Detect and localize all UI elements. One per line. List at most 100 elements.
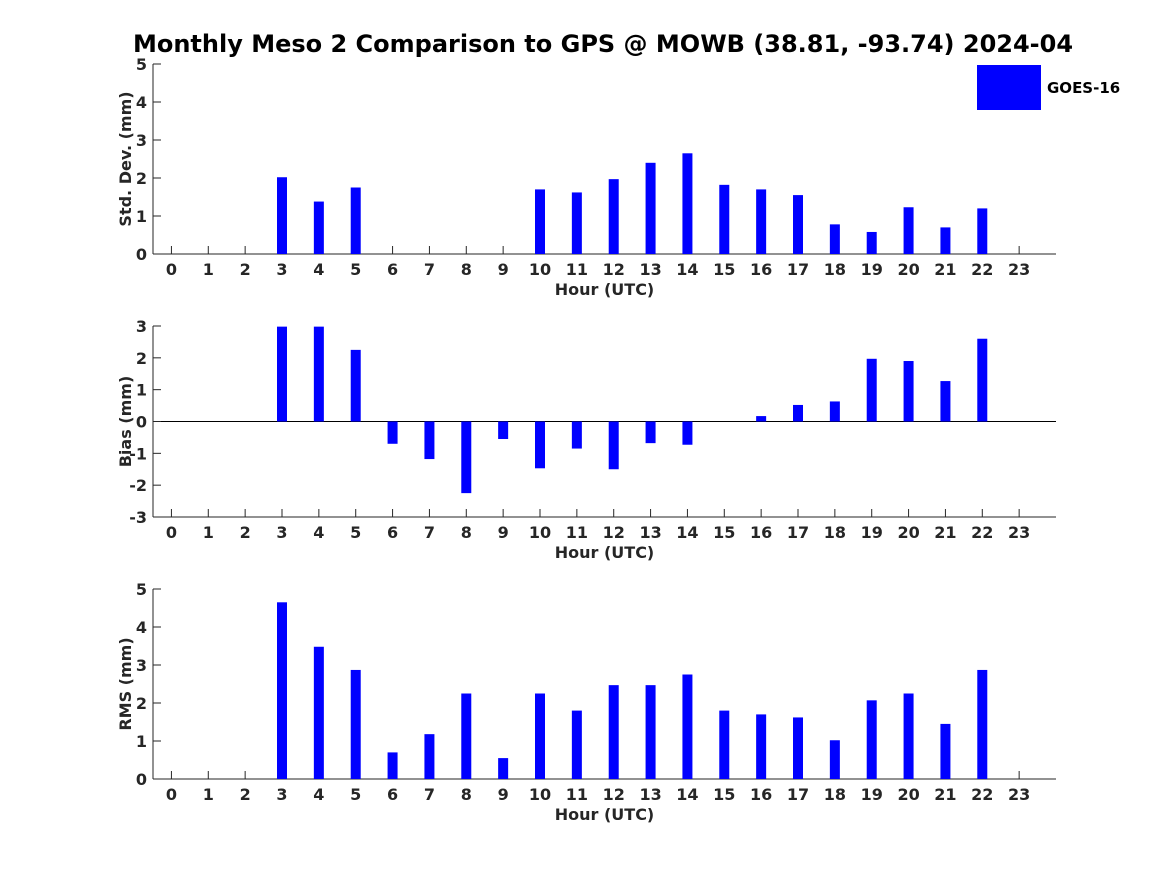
bar-hour-4 bbox=[313, 646, 324, 779]
y-tick-label: 2 bbox=[136, 694, 147, 713]
x-tick-label: 1 bbox=[203, 523, 214, 542]
bar-hour-11 bbox=[571, 192, 582, 254]
x-tick-label: 16 bbox=[750, 785, 772, 804]
x-tick-label: 4 bbox=[313, 785, 324, 804]
bar-hour-14 bbox=[682, 421, 693, 445]
x-tick-label: 2 bbox=[240, 785, 251, 804]
x-tick-label: 10 bbox=[529, 785, 551, 804]
y-tick-label: 1 bbox=[136, 732, 147, 751]
bar-hour-20 bbox=[903, 361, 914, 422]
bar-hour-10 bbox=[535, 693, 545, 779]
legend-swatch bbox=[977, 65, 1041, 110]
x-axis-label: Hour (UTC) bbox=[555, 543, 655, 562]
x-tick-label: 5 bbox=[350, 785, 361, 804]
x-tick-label: 11 bbox=[566, 260, 588, 279]
x-tick-label: 18 bbox=[824, 260, 846, 279]
bar-hour-19 bbox=[866, 358, 877, 422]
legend: GOES-16 bbox=[977, 65, 1120, 110]
x-tick-label: 22 bbox=[971, 785, 993, 804]
y-tick-label: -1 bbox=[129, 444, 147, 463]
bar-hour-13 bbox=[645, 685, 656, 779]
x-tick-label: 21 bbox=[934, 785, 956, 804]
x-tick-label: 8 bbox=[461, 260, 472, 279]
bar-hour-17 bbox=[793, 717, 803, 779]
bar-hour-21 bbox=[940, 723, 951, 779]
y-tick-label: 0 bbox=[136, 413, 147, 432]
x-tick-label: 2 bbox=[240, 260, 251, 279]
y-tick-label: 0 bbox=[136, 770, 147, 789]
bar-hour-15 bbox=[719, 710, 730, 779]
bar-hour-12 bbox=[608, 685, 619, 779]
x-tick-label: 5 bbox=[350, 523, 361, 542]
y-tick-label: 4 bbox=[136, 618, 147, 637]
x-tick-label: 2 bbox=[240, 523, 251, 542]
bar-hour-19 bbox=[866, 700, 877, 779]
y-tick-label: 0 bbox=[136, 245, 147, 264]
bar-hour-4 bbox=[313, 201, 324, 254]
x-tick-label: 9 bbox=[498, 785, 509, 804]
x-tick-label: 9 bbox=[498, 523, 509, 542]
x-tick-label: 14 bbox=[676, 523, 698, 542]
x-tick-label: 16 bbox=[750, 523, 772, 542]
bar-hour-17 bbox=[793, 195, 803, 254]
x-tick-label: 23 bbox=[1008, 523, 1030, 542]
x-tick-label: 21 bbox=[934, 523, 956, 542]
bar-hour-16 bbox=[756, 189, 767, 254]
x-tick-label: 14 bbox=[676, 260, 698, 279]
x-tick-label: 6 bbox=[387, 260, 398, 279]
x-tick-label: 22 bbox=[971, 260, 993, 279]
bar-hour-18 bbox=[829, 401, 840, 422]
bar-hour-18 bbox=[829, 740, 840, 779]
x-tick-label: 8 bbox=[461, 785, 472, 804]
x-tick-label: 17 bbox=[787, 523, 809, 542]
x-tick-label: 3 bbox=[276, 260, 287, 279]
bar-hour-11 bbox=[571, 421, 582, 449]
y-tick-label: 3 bbox=[136, 317, 147, 336]
x-tick-label: 7 bbox=[424, 260, 435, 279]
bar-hour-12 bbox=[608, 421, 619, 470]
x-tick-label: 13 bbox=[639, 523, 661, 542]
bar-hour-14 bbox=[682, 153, 693, 254]
x-axis-label: Hour (UTC) bbox=[555, 280, 655, 299]
x-tick-label: 0 bbox=[166, 523, 177, 542]
x-tick-label: 15 bbox=[713, 523, 735, 542]
y-tick-label: -3 bbox=[129, 508, 147, 527]
y-tick-label: 3 bbox=[136, 656, 147, 675]
bar-hour-4 bbox=[313, 326, 324, 422]
x-tick-label: 20 bbox=[897, 523, 919, 542]
x-tick-label: 11 bbox=[566, 785, 588, 804]
x-tick-label: 3 bbox=[276, 523, 287, 542]
x-tick-label: 19 bbox=[861, 523, 883, 542]
y-tick-label: 5 bbox=[136, 55, 147, 74]
bar-hour-17 bbox=[793, 404, 803, 422]
x-tick-label: 4 bbox=[313, 260, 324, 279]
x-tick-label: 22 bbox=[971, 523, 993, 542]
x-tick-label: 3 bbox=[276, 785, 287, 804]
bar-hour-8 bbox=[461, 693, 472, 779]
x-tick-label: 9 bbox=[498, 260, 509, 279]
bar-hour-3 bbox=[277, 602, 287, 779]
x-tick-label: 10 bbox=[529, 523, 551, 542]
x-tick-label: 20 bbox=[897, 260, 919, 279]
x-tick-label: 12 bbox=[603, 260, 625, 279]
bar-hour-14 bbox=[682, 674, 693, 779]
y-tick-label: 1 bbox=[136, 207, 147, 226]
x-tick-label: 15 bbox=[713, 785, 735, 804]
bar-hour-16 bbox=[756, 714, 767, 779]
x-tick-label: 12 bbox=[603, 523, 625, 542]
x-tick-label: 1 bbox=[203, 785, 214, 804]
bar-hour-9 bbox=[498, 421, 509, 440]
bar-hour-21 bbox=[940, 381, 951, 422]
bar-hour-9 bbox=[498, 758, 509, 779]
x-tick-label: 7 bbox=[424, 523, 435, 542]
x-tick-label: 20 bbox=[897, 785, 919, 804]
x-tick-label: 16 bbox=[750, 260, 772, 279]
bar-hour-5 bbox=[350, 187, 361, 254]
chart-title: Monthly Meso 2 Comparison to GPS @ MOWB … bbox=[133, 30, 1073, 58]
y-axis-label: Bias (mm) bbox=[116, 376, 135, 468]
x-tick-label: 23 bbox=[1008, 260, 1030, 279]
bar-hour-22 bbox=[977, 338, 988, 422]
